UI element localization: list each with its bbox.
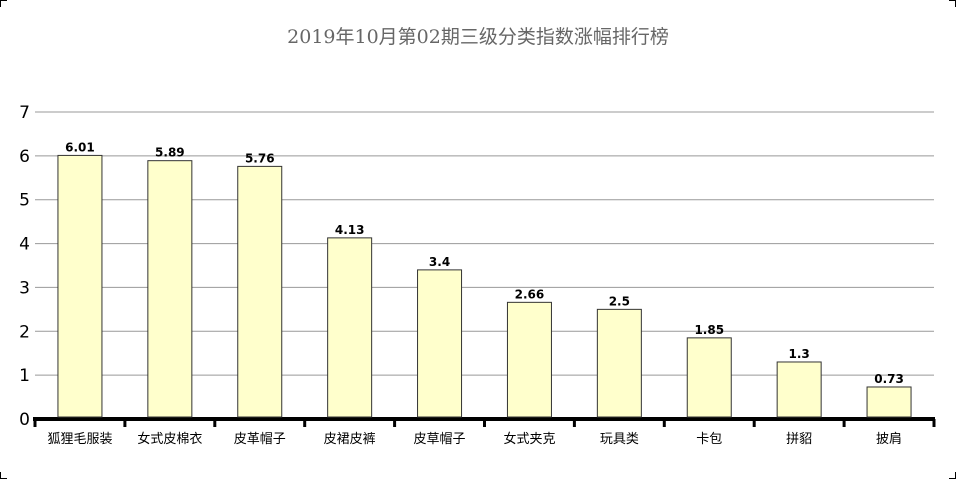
bar bbox=[686, 337, 732, 418]
bar bbox=[866, 386, 912, 418]
bar-value-label: 4.13 bbox=[335, 223, 365, 237]
corner-mark-tr bbox=[949, 0, 956, 7]
y-tick-label: 6 bbox=[19, 147, 30, 167]
bar-value-label: 5.89 bbox=[155, 146, 185, 160]
corner-mark-tl bbox=[0, 0, 7, 7]
bar bbox=[776, 361, 822, 418]
bar-value-label: 6.01 bbox=[65, 140, 95, 154]
bar-value-label: 1.3 bbox=[789, 347, 810, 361]
y-tick-label: 0 bbox=[19, 410, 30, 430]
x-tick-label: 皮裙皮裤 bbox=[324, 432, 376, 447]
corner-mark-bl bbox=[0, 472, 7, 479]
x-tick-label: 披肩 bbox=[876, 431, 902, 447]
y-tick-label: 1 bbox=[19, 366, 30, 386]
bar bbox=[506, 301, 552, 418]
bar-value-label: 1.85 bbox=[694, 323, 724, 337]
x-tick-label: 女式夹克 bbox=[503, 431, 555, 447]
x-tick-label: 玩具类 bbox=[600, 432, 639, 447]
bar bbox=[57, 154, 103, 418]
chart-title: 2019年10月第02期三级分类指数涨幅排行榜 bbox=[287, 26, 669, 48]
bar-value-label: 3.4 bbox=[429, 255, 450, 269]
y-tick-label: 5 bbox=[19, 191, 30, 211]
x-tick-label: 皮草帽子 bbox=[414, 431, 466, 447]
bar-value-label: 2.66 bbox=[515, 287, 545, 301]
bar bbox=[237, 165, 283, 418]
y-tick-label: 2 bbox=[19, 322, 30, 342]
x-tick-label: 卡包 bbox=[696, 432, 722, 447]
bar bbox=[596, 308, 642, 418]
bar-value-label: 5.76 bbox=[245, 151, 275, 165]
bar bbox=[417, 269, 463, 418]
bar bbox=[327, 237, 373, 418]
y-tick-label: 7 bbox=[19, 103, 30, 123]
x-tick-label: 女式皮棉衣 bbox=[137, 431, 202, 447]
x-tick-label: 狐狸毛服装 bbox=[47, 432, 112, 447]
bar bbox=[147, 160, 193, 418]
corner-mark-br bbox=[949, 472, 956, 479]
x-tick-label: 拼貂 bbox=[786, 432, 812, 447]
y-tick-label: 3 bbox=[19, 278, 30, 298]
bar-value-label: 2.5 bbox=[609, 294, 630, 308]
y-tick-label: 4 bbox=[19, 235, 30, 255]
x-tick-label: 皮革帽子 bbox=[234, 431, 286, 447]
bar-value-label: 0.73 bbox=[874, 372, 904, 386]
